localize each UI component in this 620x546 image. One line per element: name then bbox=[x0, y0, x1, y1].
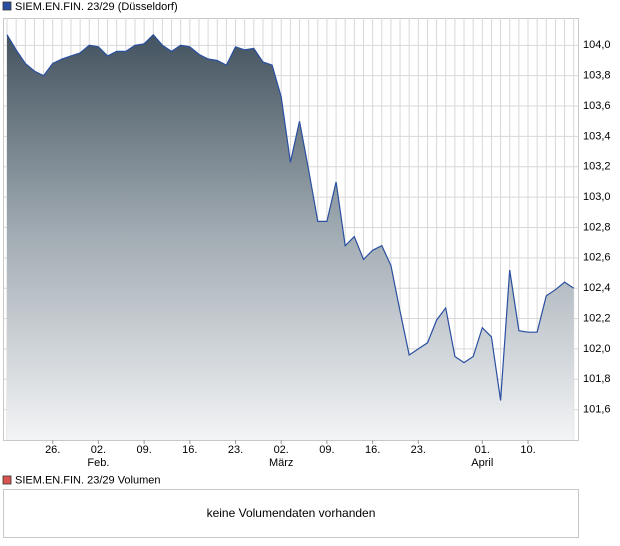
line bbox=[6, 33, 575, 401]
x-tick-label: 02. bbox=[274, 444, 289, 456]
month-label: Feb. bbox=[87, 457, 109, 469]
volume-frame bbox=[3, 489, 579, 538]
y-tick-label: 102,8 bbox=[583, 221, 611, 233]
y-tick-label: 102,2 bbox=[583, 312, 611, 324]
x-tick-label: 09. bbox=[136, 444, 151, 456]
x-tick-label: 02. bbox=[91, 444, 106, 456]
x-tick-label: 09. bbox=[319, 444, 334, 456]
y-tick-label: 102,4 bbox=[583, 282, 611, 294]
x-tick-label: 23. bbox=[411, 444, 426, 456]
y-tick-label: 103,8 bbox=[583, 70, 611, 82]
y-tick-label: 102,6 bbox=[583, 252, 611, 264]
y-tick-label: 101,6 bbox=[583, 404, 611, 416]
x-tick-label: 16. bbox=[182, 444, 197, 456]
x-tick-label: 23. bbox=[228, 444, 243, 456]
y-tick-label: 103,2 bbox=[583, 161, 611, 173]
chart-title: SIEM.EN.FIN. 23/29 (Düsseldorf) bbox=[15, 1, 178, 13]
legend-swatch bbox=[2, 1, 12, 11]
volume-title: SIEM.EN.FIN. 23/29 Volumen bbox=[15, 474, 161, 486]
x-tick-label: 26. bbox=[45, 444, 60, 456]
legend-swatch bbox=[2, 475, 12, 485]
x-tick-label: 01. bbox=[475, 444, 490, 456]
y-tick-label: 102,0 bbox=[583, 343, 611, 355]
y-tick-label: 103,0 bbox=[583, 191, 611, 203]
volume-message: keine Volumendaten vorhanden bbox=[207, 506, 376, 520]
month-label: März bbox=[269, 457, 293, 469]
y-tick-label: 103,6 bbox=[583, 100, 611, 112]
y-tick-label: 104,0 bbox=[583, 39, 611, 51]
plot bbox=[4, 18, 578, 440]
month-label: April bbox=[471, 457, 493, 469]
y-tick-label: 101,8 bbox=[583, 373, 611, 385]
x-tick-label: 10. bbox=[520, 444, 535, 456]
x-tick-label: 16. bbox=[365, 444, 380, 456]
y-tick-label: 103,4 bbox=[583, 130, 611, 142]
area bbox=[7, 34, 574, 440]
